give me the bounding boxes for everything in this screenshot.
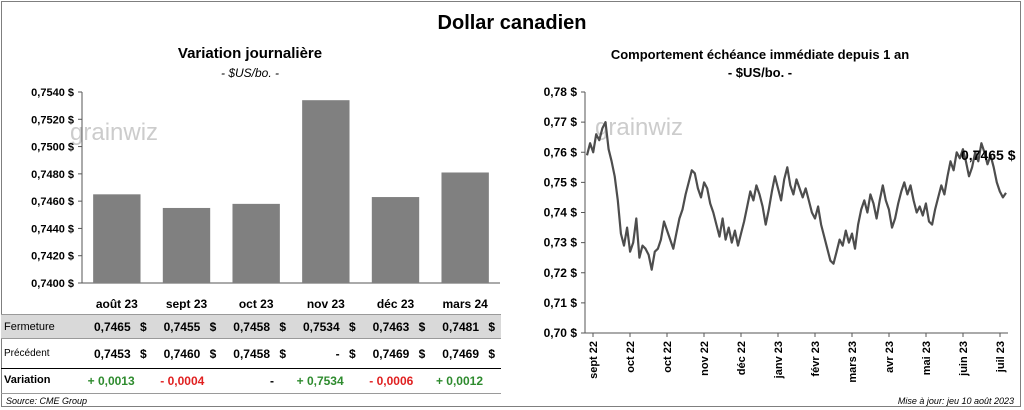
cell-value: 0,7458 <box>233 320 270 334</box>
y-tick-label: 0,76 $ <box>544 145 578 159</box>
cell-value: 0,7460 <box>163 347 201 361</box>
update-note: Mise à jour: jeu 10 août 2023 <box>897 396 1014 406</box>
y-tick-label: 0,75 $ <box>544 175 578 189</box>
bar-series <box>93 100 489 283</box>
x-tick-label: mai 23 <box>921 341 933 375</box>
x-tick-label: mars 24 <box>442 297 488 310</box>
cell-value: 0,7469 <box>372 347 410 361</box>
cell-unit: $ <box>139 320 147 334</box>
watermark-text: grainwiz <box>70 119 158 146</box>
page-title: Dollar canadien <box>437 12 587 34</box>
bar-chart-title: Variation journalière <box>177 45 323 62</box>
y-tick-label: 0,78 $ <box>544 85 578 99</box>
cell-value: 0,7534 <box>302 320 340 334</box>
bar <box>93 194 141 283</box>
cell-value: 0,7465 <box>93 320 131 334</box>
x-tick-label: févr 23 <box>810 341 822 376</box>
variation-cell: - <box>270 374 274 388</box>
y-tick-label: 0,7460 $ <box>31 196 74 208</box>
y-tick-label: 0,7480 $ <box>31 169 74 181</box>
row-label: Précédent <box>4 348 50 359</box>
cell-unit: $ <box>348 347 356 361</box>
bar <box>162 207 211 283</box>
line-y-axis: 0,70 $ 0,71 $ 0,72 $ 0,73 $ 0,74 $ 0,75 $ 0,76… <box>544 85 586 340</box>
y-tick-label: 0,7420 $ <box>31 251 74 263</box>
cell-value: - <box>335 347 340 361</box>
bar-y-axis: 0,7400 $ 0,7420 $ 0,7440 $ 0,7460 $ 0,7480 $… <box>31 87 500 290</box>
source-note: Source: CME Group <box>6 396 88 406</box>
watermark-text: grainwiz <box>595 114 683 141</box>
cell-value: 0,7453 <box>93 347 131 361</box>
y-tick-label: 0,7400 $ <box>31 278 74 290</box>
cell-unit: $ <box>488 320 495 334</box>
line-chart-subtitle: - $US/bo. - <box>727 65 793 80</box>
line-chart-title: Comportement échéance immédiate depuis 1… <box>610 47 910 62</box>
x-tick-label: juil 23 <box>995 341 1007 373</box>
cell-unit: $ <box>139 347 147 361</box>
x-tick-label: avr 23 <box>884 341 896 373</box>
cell-value: 0,7458 <box>233 347 270 361</box>
cell-unit: $ <box>348 320 356 334</box>
x-tick-label: août 23 <box>96 297 138 310</box>
table-row-close: Fermeture 0,7465 $0,7455 $0,7458 $0,7534 $0,… <box>1 314 501 339</box>
table-row-variation: Variation + 0,0013 - 0,0004 - + 0,7534 - 0,0… <box>1 368 501 394</box>
x-tick-label: janv 23 <box>773 341 785 379</box>
bar <box>441 172 489 283</box>
y-tick-label: 0,77 $ <box>544 115 578 129</box>
x-tick-label: nov 23 <box>307 297 345 310</box>
y-tick-label: 0,7540 $ <box>31 87 74 99</box>
x-tick-label: mars 23 <box>847 341 859 383</box>
cell-value: 0,7463 <box>372 320 410 334</box>
cell-value: 0,7469 <box>442 347 479 361</box>
cell-unit: $ <box>279 347 286 361</box>
cell-value: 0,7481 <box>442 320 479 334</box>
y-tick-label: 0,7520 $ <box>31 114 74 126</box>
bar <box>302 100 350 283</box>
line-chart: grainwiz 0,70 $0,71 $0,72 $0,73 $0,74 $0… <box>544 85 1016 383</box>
variation-cell: + 0,0013 <box>87 374 135 388</box>
x-tick-label: nov 22 <box>699 341 711 376</box>
x-tick-label: déc 23 <box>377 297 415 310</box>
bar <box>371 197 420 283</box>
y-tick-label: 0,72 $ <box>544 266 578 280</box>
cell-unit: $ <box>209 347 217 361</box>
cell-unit: $ <box>209 320 217 334</box>
bar-chart-subtitle: - $US/bo. - <box>220 66 280 80</box>
line-x-axis: sept 22 oct 22 oct 22 nov 22 déc 22 janv 23 fé… <box>585 332 1008 383</box>
x-tick-label: sept 23 <box>166 297 208 310</box>
cell-unit: $ <box>279 320 286 334</box>
variation-cell: + 0,7534 <box>296 374 344 388</box>
y-tick-label: 0,73 $ <box>544 236 578 250</box>
bar <box>232 203 280 283</box>
cell-value: 0,7455 <box>163 320 201 334</box>
cell-unit: $ <box>418 347 426 361</box>
x-tick-label: déc 22 <box>736 341 748 375</box>
y-tick-label: 0,7440 $ <box>31 223 74 235</box>
x-tick-label: oct 22 <box>662 341 674 373</box>
bar-chart: grainwiz 0,7400 $ 0,7420 $ 0,7440 $ 0,7460 … <box>31 87 500 310</box>
variation-cell: - 0,0004 <box>160 374 205 388</box>
variation-cell: + 0,0012 <box>435 374 483 388</box>
table-row-previous: Précédent 0,7453 $0,7460 $0,7458 $ - $0,7469 $… <box>1 338 501 369</box>
row-label: Variation <box>4 374 51 386</box>
y-tick-label: 0,74 $ <box>544 206 578 220</box>
x-tick-label: oct 23 <box>239 297 274 310</box>
y-tick-label: 0,70 $ <box>544 326 578 340</box>
x-tick-label: juin 23 <box>958 341 970 377</box>
row-label: Fermeture <box>4 321 55 333</box>
cell-unit: $ <box>418 320 426 334</box>
y-tick-label: 0,71 $ <box>544 296 578 310</box>
x-tick-label: oct 22 <box>625 341 637 373</box>
variation-cell: - 0,0006 <box>369 374 414 388</box>
line-series <box>585 121 1007 271</box>
last-value-label: 0,7465 $ <box>961 147 1016 163</box>
cell-unit: $ <box>488 347 495 361</box>
y-tick-label: 0,7500 $ <box>31 142 74 154</box>
bar-x-axis: août 23 sept 23 oct 23 nov 23 déc 23 mars 24 <box>96 297 488 310</box>
x-tick-label: sept 22 <box>588 341 600 379</box>
